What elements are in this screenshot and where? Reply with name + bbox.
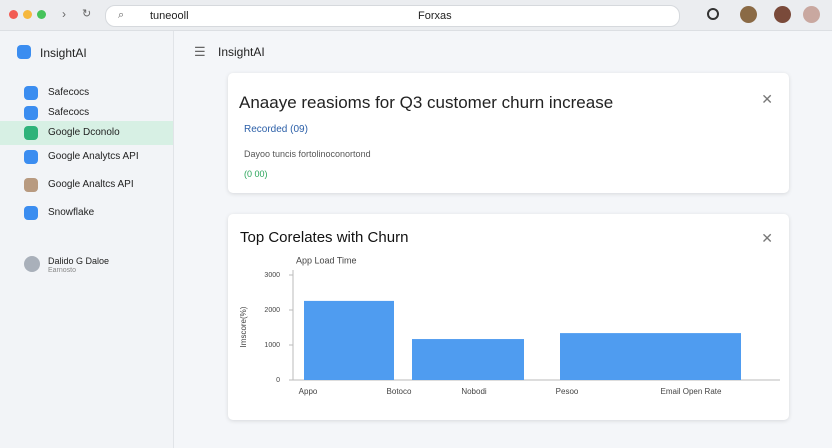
card-detail: Dayoo tuncis fortolinoconortond [244, 149, 371, 159]
address-bar[interactable]: ⌕ tuneooll Forxas [105, 5, 680, 27]
browser-bar: › ↻ ⌕ tuneooll Forxas [0, 0, 832, 31]
user-avatar [24, 256, 40, 272]
close-dot[interactable] [9, 10, 18, 19]
close-button[interactable]: ✕ [761, 91, 773, 107]
nav-label: Google Dconolo [48, 127, 120, 138]
nav-label: Google Analtcs API [48, 179, 134, 190]
maximize-dot[interactable] [37, 10, 46, 19]
url: tuneooll [150, 10, 189, 22]
extension-icon[interactable] [707, 8, 719, 20]
user-name: Dalido G Daloe [48, 256, 110, 266]
y-tick-label: 2000 [264, 307, 280, 314]
nav-icon [24, 126, 38, 140]
reload-button[interactable]: ↻ [82, 8, 92, 20]
y-axis-label: Imscore(%) [239, 306, 248, 347]
nav-label: Safecocs [48, 87, 90, 98]
y-tick-label: 3000 [264, 272, 280, 279]
card-title: Anaaye reasioms for Q3 customer churn in… [239, 93, 614, 112]
close-button[interactable]: ✕ [761, 230, 773, 246]
avatar[interactable] [803, 6, 820, 23]
query-card: Anaaye reasioms for Q3 customer churn in… [228, 73, 789, 193]
y-tick-label: 1000 [264, 342, 280, 349]
bar [304, 300, 394, 380]
minimize-dot[interactable] [23, 10, 32, 19]
nav-icon [24, 206, 38, 220]
nav-item[interactable]: Safecocs [0, 81, 173, 105]
nav-label: Snowflake [48, 207, 95, 218]
user-role: Earnosto [48, 267, 77, 274]
card-subtitle: Recorded (09) [244, 124, 308, 135]
card-tag: (0 00) [244, 169, 268, 179]
chart-card: ✕ Top Corelates with Churn App Load Time… [228, 214, 789, 420]
nav-item[interactable]: Google Analytcs API [0, 145, 173, 169]
avatar[interactable] [740, 6, 757, 23]
x-tick-label: Botoco [387, 387, 412, 396]
bar [412, 339, 524, 380]
x-tick-label: Email Open Rate [661, 387, 722, 396]
legend-entry: App Load Time [296, 255, 357, 265]
nav-item[interactable]: Google Dconolo [0, 121, 173, 145]
search-icon: ⌕ [118, 9, 125, 21]
tab-title: Forxas [418, 10, 452, 22]
brand: InsightAI [40, 46, 87, 60]
header-title: InsightAI [218, 45, 265, 59]
nav-icon [24, 106, 38, 120]
brand-icon [17, 45, 31, 59]
nav-item[interactable]: Google Analtcs API [0, 173, 173, 197]
back-button[interactable]: › [62, 7, 66, 21]
nav-icon [24, 150, 38, 164]
nav-item[interactable]: Safecocs [0, 101, 173, 125]
chart: Top Corelates with Churn App Load Time I… [239, 229, 780, 396]
avatar[interactable] [774, 6, 791, 23]
nav-label: Safecocs [48, 107, 90, 118]
y-tick-label: 0 [276, 377, 280, 384]
x-tick-label: Pesoo [556, 387, 579, 396]
nav-icon [24, 178, 38, 192]
chart-title: Top Corelates with Churn [240, 229, 408, 246]
nav-icon [24, 86, 38, 100]
x-tick-label: Appo [299, 387, 318, 396]
nav-item[interactable]: Snowflake [0, 201, 173, 225]
sidebar: InsightAI Safecocs Safecocs Google Dconolo… [0, 31, 174, 448]
nav-label: Google Analytcs API [48, 151, 139, 162]
x-tick-label: Nobodi [461, 387, 487, 396]
menu-icon[interactable]: ☰ [194, 44, 206, 59]
bar [560, 333, 741, 380]
